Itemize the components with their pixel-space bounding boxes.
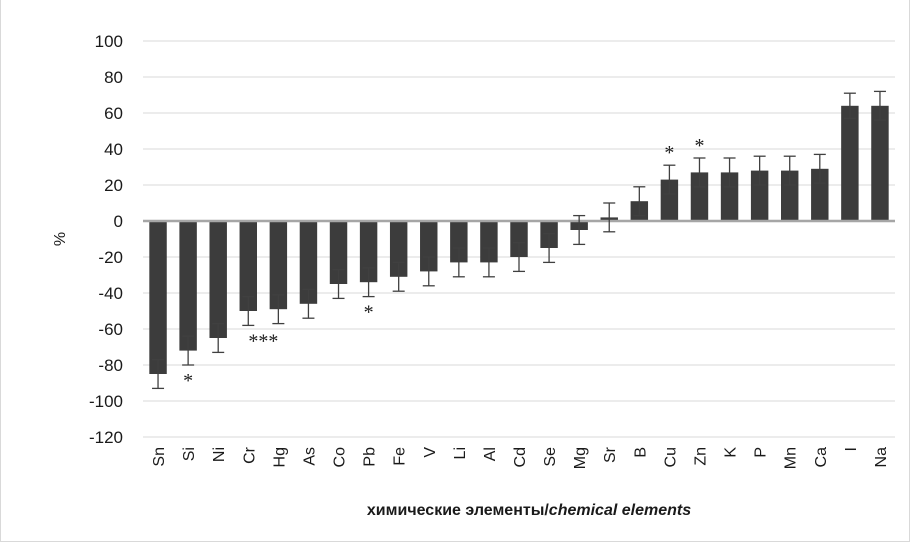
x-tick-label-hg: Hg (271, 447, 288, 467)
bar-mn (780, 170, 799, 221)
x-tick-label-na: Na (873, 447, 890, 468)
x-tick-label-b: B (632, 447, 649, 458)
x-tick-label-li: Li (452, 447, 469, 459)
x-tick-label-se: Se (542, 447, 559, 467)
x-tick-label-i: I (843, 447, 860, 451)
x-tick-label-sr: Sr (602, 446, 619, 463)
y-tick-label: 0 (114, 212, 123, 231)
bar-na (871, 105, 889, 221)
y-tick-label: -100 (89, 392, 123, 411)
x-axis-label: химические элементы/chemical elements (367, 502, 691, 519)
y-tick-label: 100 (95, 32, 123, 51)
bar-hg (269, 221, 288, 310)
significance-marker-cr: *** (248, 330, 278, 352)
x-tick-label-pb: Pb (362, 447, 379, 467)
x-tick-label-zn: Zn (692, 447, 709, 466)
bar-i (841, 105, 859, 221)
x-tick-label-cu: Cu (662, 447, 679, 467)
bar-v (420, 221, 438, 272)
x-tick-label-co: Co (332, 447, 349, 468)
bar-cd (510, 221, 528, 257)
x-tick-label-cd: Cd (512, 447, 529, 467)
bar-al (480, 221, 498, 263)
y-tick-labels: 100 80 60 40 20 0 -20 -40 -60 -80 -100 -120 (89, 32, 123, 447)
bar-ni (209, 221, 227, 338)
y-tick-label: 80 (104, 68, 123, 87)
x-tick-label-k: K (723, 447, 740, 458)
x-tick-label-al: Al (482, 447, 499, 461)
significance-marker-si: * (183, 370, 193, 392)
x-tick-labels: Sn Si Ni Cr Hg As Co Pb Fe V Li Al Cd Se Mg Sr B Cu Zn K P Mn… (151, 446, 890, 469)
y-axis-label: % (52, 232, 69, 246)
x-tick-label-p: P (753, 447, 770, 458)
y-tick-label: -120 (89, 428, 123, 447)
y-tick-label: -20 (98, 248, 123, 267)
bar-cr (239, 221, 258, 311)
significance-marker-zn: * (694, 135, 704, 157)
bar-cu (660, 179, 679, 221)
x-tick-label-sn: Sn (151, 447, 168, 467)
bar-ca (811, 168, 829, 221)
bar-p (750, 170, 769, 221)
x-tick-label-ni: Ni (211, 447, 228, 462)
x-tick-label-mn: Mn (783, 447, 800, 469)
significance-marker-pb: * (364, 302, 374, 324)
y-tick-label: -80 (98, 356, 123, 375)
bar-li (450, 221, 468, 263)
x-tick-label-cr: Cr (241, 446, 258, 464)
bar-sn (149, 221, 167, 374)
y-tick-label: 20 (104, 176, 123, 195)
x-axis-label-normal: химические элементы/ (367, 502, 549, 519)
bar-pb (359, 221, 378, 283)
x-tick-label-ca: Ca (813, 447, 830, 468)
y-tick-label: -40 (98, 284, 123, 303)
y-tick-label: 40 (104, 140, 123, 159)
x-tick-label-mg: Mg (572, 447, 589, 469)
significance-markers: ****** * (183, 135, 704, 392)
y-tick-label: 60 (104, 104, 123, 123)
bar-as (299, 221, 318, 304)
y-tick-label: -60 (98, 320, 123, 339)
bar-si (179, 221, 197, 351)
bars (149, 105, 889, 374)
x-tick-label-si: Si (181, 447, 198, 461)
x-tick-label-fe: Fe (392, 447, 409, 466)
error-bars (152, 90, 886, 390)
bar-co (329, 221, 348, 284)
x-tick-label-as: As (301, 447, 318, 466)
bar-k (720, 172, 739, 221)
significance-marker-cu: * (664, 142, 674, 164)
x-tick-label-v: V (422, 447, 439, 458)
x-axis-label-italic: chemical elements (549, 502, 691, 519)
bar-zn (690, 172, 709, 221)
